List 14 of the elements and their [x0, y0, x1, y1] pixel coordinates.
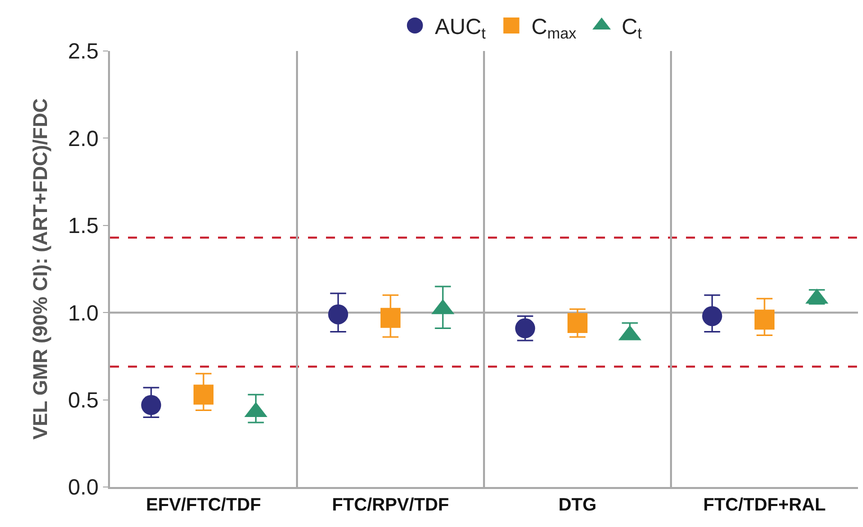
- y-tick-label: 2.0: [68, 126, 99, 151]
- y-tick-label: 0.0: [68, 474, 99, 500]
- y-tick-label: 2.5: [68, 38, 99, 64]
- x-tick-label: DTG: [558, 494, 596, 515]
- y-tick-label: 1.0: [68, 300, 99, 326]
- y-axis-title: VEL GMR (90% CI): (ART+FDC)/FDC: [30, 98, 52, 440]
- x-tick-label: FTC/TDF+RAL: [703, 494, 826, 515]
- y-tick-label: 0.5: [68, 388, 99, 412]
- legend-label: C$_{t}$: [622, 14, 643, 43]
- x-tick-label: EFV/FTC/TDF: [146, 494, 261, 515]
- y-tick-label: 1.5: [68, 213, 99, 238]
- legend-label: C$_{max}$: [531, 14, 577, 43]
- legend-label: AUC$_{t}$: [434, 14, 486, 43]
- x-tick-label: FTC/RPV/TDF: [332, 494, 449, 515]
